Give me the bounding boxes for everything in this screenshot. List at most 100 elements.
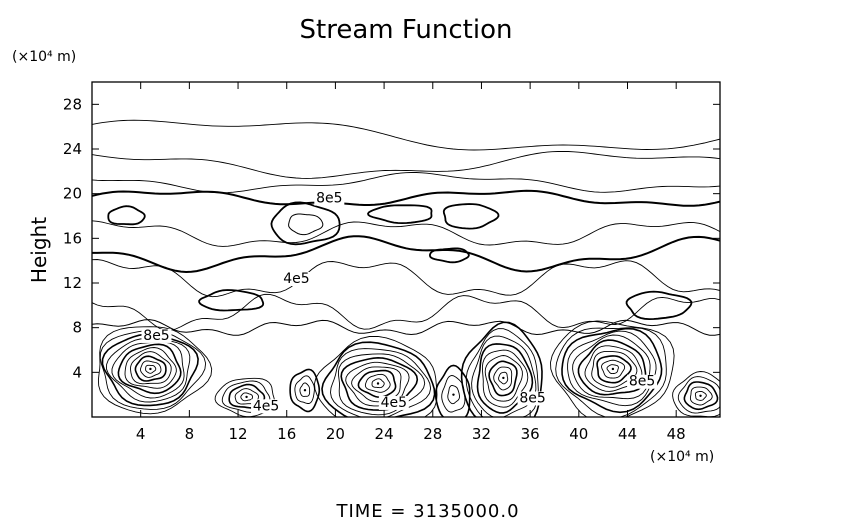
contour-line [591, 350, 638, 388]
contour-line [140, 360, 162, 378]
level-contour [92, 172, 720, 194]
contour-line [330, 348, 432, 417]
x-tick-label: 40 [569, 425, 588, 443]
contour-line [367, 204, 433, 225]
contour-line [601, 359, 626, 379]
contour-line [214, 377, 275, 417]
contour-line [550, 320, 675, 417]
contour-line [130, 351, 172, 385]
contour-line [364, 373, 391, 393]
contour-line [561, 327, 663, 414]
contour-line [124, 347, 177, 389]
level-contour [92, 220, 720, 247]
contour-line [294, 375, 315, 404]
x-tick-label: 12 [228, 425, 247, 443]
contour-line [289, 368, 321, 413]
eddy-center [699, 394, 702, 397]
level-contour [92, 235, 720, 274]
contour-label-bg [627, 374, 658, 389]
level-contour [92, 293, 720, 331]
x-tick-label: 4 [136, 425, 146, 443]
contour-line [672, 371, 720, 417]
x-tick-label: 48 [667, 425, 686, 443]
contour-label: 8e5 [316, 191, 342, 207]
contour-label-bg [378, 395, 409, 410]
contour-line [471, 335, 537, 417]
contour-line [134, 355, 167, 382]
contour-label-bg [281, 272, 312, 286]
time-footer: TIME = 3135000.0 [335, 501, 519, 519]
x-tick-label: 28 [423, 425, 442, 443]
chart-title: Stream Function [300, 15, 513, 45]
contour-line [240, 392, 253, 402]
x-tick-label: 44 [618, 425, 637, 443]
contour-line [288, 213, 324, 236]
contour-line [270, 201, 341, 246]
eddy-center [149, 367, 152, 371]
y-tick-label: 12 [63, 274, 82, 292]
contour-line [481, 349, 529, 408]
contour-line [117, 343, 182, 395]
contour-line [460, 321, 543, 417]
level-contour [92, 259, 720, 298]
contour-label-bg [141, 328, 172, 343]
y-axis-label: Height [27, 217, 51, 283]
x-tick-label: 16 [277, 425, 296, 443]
contour-line [606, 364, 619, 375]
contour-line [314, 335, 438, 417]
contour-line [677, 376, 720, 414]
eddy-center [245, 395, 248, 399]
contour-line [694, 390, 707, 401]
contour-line [567, 330, 657, 407]
contour-label-bg [251, 399, 282, 414]
contour-line [584, 345, 643, 392]
contour-line [107, 205, 146, 226]
contour-line [198, 289, 265, 312]
contour-line [447, 385, 460, 405]
y-tick-label: 28 [63, 95, 82, 113]
contour-line [683, 381, 719, 411]
contour-line [145, 364, 157, 374]
level-contour [92, 189, 720, 207]
contour-label-bg [314, 191, 345, 206]
level-contour [92, 119, 720, 151]
eddy-center [376, 382, 380, 385]
contour-line [299, 382, 311, 397]
contour-line [689, 386, 713, 406]
x-axis-unit: (×10⁴ m) [650, 449, 714, 465]
y-axis-unit: (×10⁴ m) [12, 49, 76, 65]
contour-line [442, 203, 500, 230]
contour-line [99, 329, 207, 410]
x-tick-label: 20 [326, 425, 345, 443]
contour-line [596, 355, 632, 384]
contour-label: 8e5 [519, 390, 545, 406]
contour-line [577, 339, 647, 396]
contour-label: 8e5 [629, 374, 655, 390]
contour-label: 4e5 [253, 398, 279, 414]
x-tick-label: 32 [472, 425, 491, 443]
contour-line [357, 369, 397, 398]
level-contour [92, 150, 720, 179]
contour-label: 4e5 [381, 395, 407, 411]
x-tick-label: 24 [375, 425, 394, 443]
eddy-center [303, 389, 307, 392]
contour-line [371, 378, 385, 389]
y-tick-label: 20 [63, 185, 82, 203]
contour-line [428, 247, 470, 264]
contour-line [321, 341, 436, 417]
x-tick-label: 8 [185, 425, 195, 443]
x-axis: 4 8 12 16 20 24 28 32 36 40 44 48 [136, 82, 686, 443]
contour-label: 8e5 [143, 328, 169, 344]
plot-frame [91, 81, 721, 418]
contour-line [498, 371, 509, 385]
contour-line [484, 355, 523, 402]
y-tick-label: 24 [63, 140, 82, 158]
contour-line [572, 334, 651, 400]
contour-label-bg [517, 391, 548, 406]
contour-lines [92, 119, 720, 417]
contour-line [97, 326, 213, 415]
y-tick-label: 8 [72, 319, 82, 337]
contour-line [101, 333, 199, 407]
contour-line [625, 290, 693, 321]
